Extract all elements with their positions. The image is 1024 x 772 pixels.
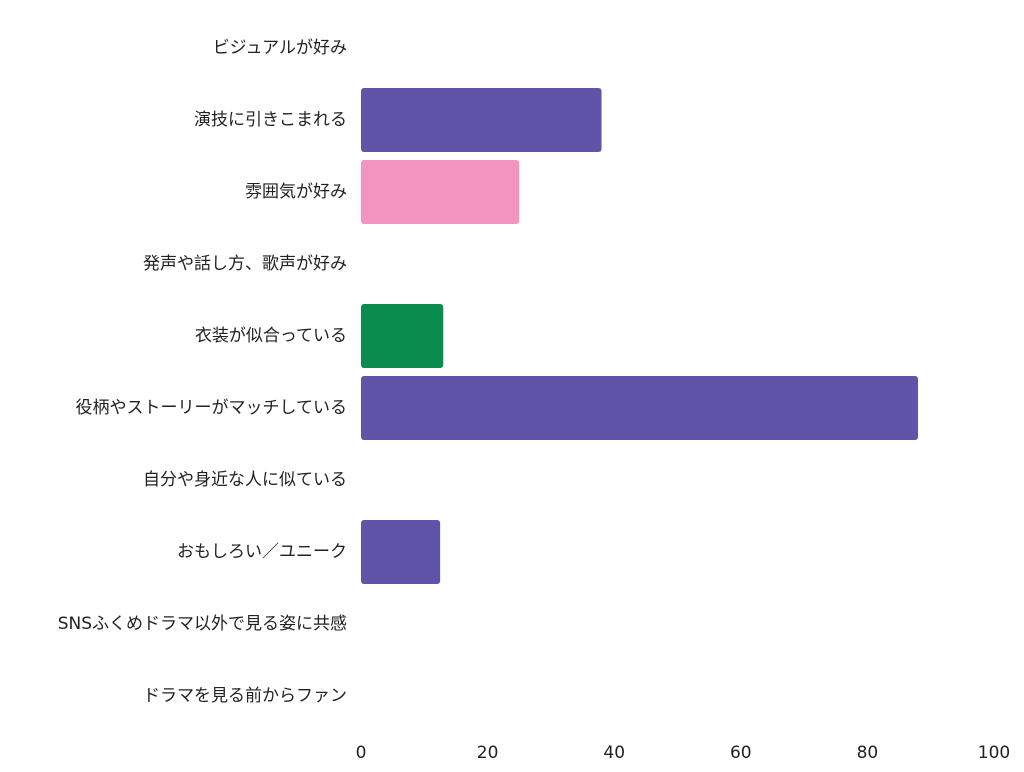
x-tick-label: 20 — [477, 743, 499, 763]
category-label: 衣装が似合っている — [195, 326, 347, 346]
x-tick-label: 40 — [603, 743, 625, 763]
category-label: 発声や話し方、歌声が好み — [143, 254, 347, 274]
category-label: 役柄やストーリーがマッチしている — [76, 398, 348, 418]
x-tick-label: 0 — [356, 743, 367, 763]
bar — [361, 88, 602, 152]
category-label: 雰囲気が好み — [245, 182, 347, 202]
category-label: おもしろい／ユニーク — [177, 542, 347, 562]
bar — [361, 376, 919, 440]
x-tick-label: 80 — [857, 743, 879, 763]
bar — [361, 520, 441, 584]
category-label: ドラマを見る前からファン — [143, 686, 347, 706]
x-axis-ticks: 0 20 40 60 80 100 — [356, 743, 1011, 763]
category-labels: ビジュアルが好み演技に引きこまれる雰囲気が好み発声や話し方、歌声が好み衣装が似合… — [58, 38, 347, 706]
bar — [361, 304, 444, 368]
bar — [361, 160, 520, 224]
category-label: 演技に引きこまれる — [194, 110, 347, 130]
x-tick-label: 100 — [978, 743, 1010, 763]
category-label: ビジュアルが好み — [213, 38, 347, 58]
bars — [361, 88, 919, 584]
category-label: 自分や身近な人に似ている — [143, 470, 347, 490]
x-tick-label: 60 — [730, 743, 752, 763]
category-label: SNSふくめドラマ以外で見る姿に共感 — [58, 614, 347, 634]
